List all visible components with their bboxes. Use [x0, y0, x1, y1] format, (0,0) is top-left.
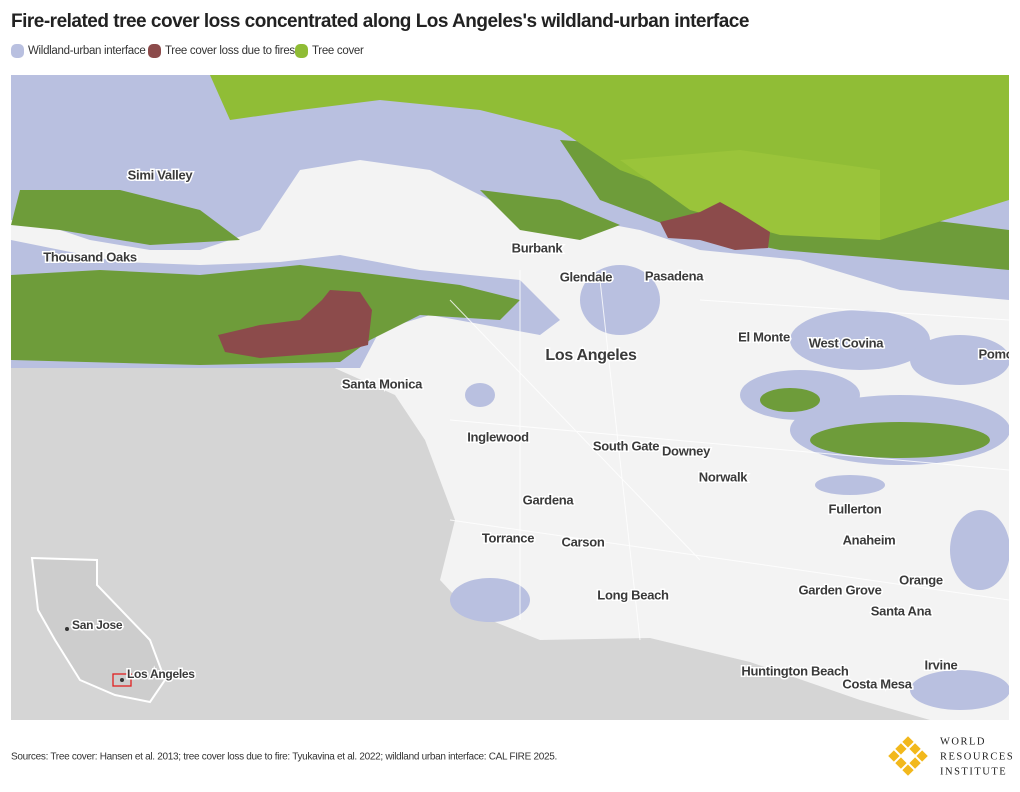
legend-swatch: [295, 44, 308, 58]
place-label: Long Beach: [597, 587, 669, 602]
place-label: Torrance: [482, 530, 534, 545]
logo-text: INSTITUTE: [940, 766, 1007, 777]
place-label: Costa Mesa: [842, 676, 912, 691]
logo-mark: [888, 736, 928, 776]
legend-label: Tree cover: [312, 45, 364, 57]
inset-label: San Jose: [72, 618, 123, 632]
place-label: Downey: [662, 443, 711, 458]
place-label: El Monte: [738, 329, 790, 344]
logo-text: RESOURCES: [940, 751, 1014, 762]
place-label: Los Angeles: [545, 347, 637, 364]
place-label: Irvine: [925, 657, 958, 672]
place-label: Norwalk: [699, 469, 749, 484]
logo-text: WORLD: [940, 736, 986, 747]
place-label: Simi Valley: [128, 167, 194, 182]
place-label: Santa Ana: [871, 603, 932, 618]
legend-label: Tree cover loss due to fires: [165, 45, 295, 57]
place-label: Huntington Beach: [741, 663, 848, 678]
legend: Wildland-urban interface Tree cover loss …: [11, 44, 364, 58]
place-label: Orange: [899, 572, 943, 587]
place-label: Pomo: [979, 346, 1014, 361]
place-label: Glendale: [560, 269, 613, 284]
place-label: Fullerton: [829, 501, 882, 516]
inset-label: Los Angeles: [127, 667, 195, 681]
map: Simi Valley Thousand Oaks Burbank Glendale P…: [11, 75, 1014, 720]
place-label: Thousand Oaks: [43, 249, 137, 264]
place-label: West Covina: [809, 335, 885, 350]
legend-label: Wildland-urban interface: [28, 45, 145, 57]
place-label: Santa Monica: [342, 376, 423, 391]
legend-swatch: [148, 44, 161, 58]
place-label: Inglewood: [467, 429, 529, 444]
place-label: Pasadena: [645, 268, 704, 283]
place-label: Carson: [562, 534, 605, 549]
source: Sources: Tree cover: Hansen et al. 2013;…: [11, 752, 557, 763]
place-label: Gardena: [523, 492, 575, 507]
place-label: Burbank: [512, 240, 564, 255]
place-label: South Gate: [593, 438, 659, 453]
place-label: Anaheim: [843, 532, 896, 547]
title: Fire-related tree cover loss concentrate…: [11, 11, 749, 32]
place-label: Garden Grove: [798, 582, 881, 597]
legend-swatch: [11, 44, 24, 58]
